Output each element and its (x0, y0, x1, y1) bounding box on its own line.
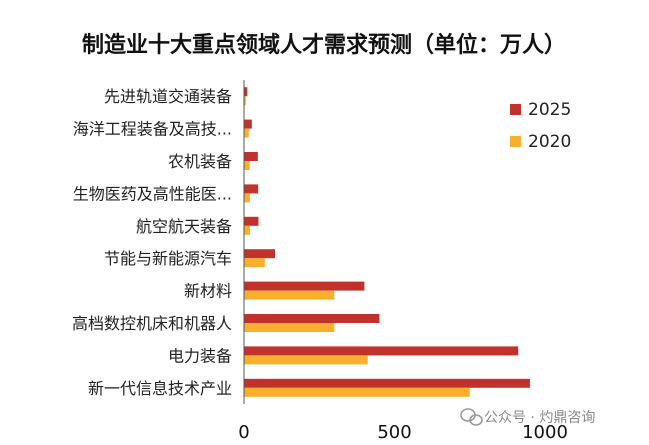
category-label: 节能与新能源汽车 (104, 249, 232, 268)
bar-2025 (244, 119, 252, 129)
category-label: 农机装备 (168, 152, 232, 171)
bar-2020 (244, 323, 335, 332)
bar-2020 (244, 225, 251, 235)
bar-2025 (244, 378, 530, 388)
bar-2025 (244, 314, 380, 323)
category-label: 航空航天装备 (136, 217, 232, 236)
legend-swatch-2020 (510, 136, 521, 147)
chart-title: 制造业十大重点领域人才需求预测（单位：万人） (82, 32, 566, 58)
x-tick-label: 0 (238, 422, 249, 443)
category-label: 海洋工程装备及高技... (73, 120, 232, 139)
legend-label: 2025 (528, 100, 571, 120)
bar-2020 (244, 161, 250, 170)
x-tick-label: 500 (377, 422, 411, 443)
bar-2025 (244, 87, 248, 97)
bar-2020 (244, 96, 246, 106)
bar-2020 (244, 290, 335, 300)
category-label: 高档数控机床和机器人 (72, 314, 232, 333)
legend: 2025 2020 (510, 100, 571, 152)
category-label: 生物医药及高性能医... (73, 184, 232, 203)
bar-2020 (244, 128, 249, 138)
watermark-text: 公众号 · 灼鼎咨询 (484, 410, 595, 426)
category-label: 新一代信息技术产业 (88, 379, 232, 398)
bar-2020 (244, 387, 470, 397)
category-labels: 新一代信息技术产业 电力装备 高档数控机床和机器人 新材料 节能与新能源汽车 航空航天装备… (72, 87, 232, 398)
bar-2020 (244, 258, 265, 268)
legend-swatch-2025 (510, 104, 521, 115)
bar-2025 (244, 249, 276, 259)
category-label: 先进轨道交通装备 (104, 87, 232, 106)
bar-2025 (244, 152, 258, 161)
wechat-icon (460, 408, 483, 426)
bar-2025 (244, 346, 519, 356)
legend-label: 2020 (528, 132, 571, 152)
bars (244, 87, 530, 397)
bar-2020 (244, 355, 368, 365)
bar-2025 (244, 216, 259, 226)
watermark: 公众号 · 灼鼎咨询 (460, 408, 595, 426)
bar-2020 (244, 193, 251, 203)
x-tick-labels: 0 500 1000 (238, 422, 568, 443)
bar-2025 (244, 281, 365, 291)
x-tick-label: 1000 (522, 422, 568, 443)
category-label: 新材料 (184, 282, 232, 301)
bar-2025 (244, 184, 259, 194)
category-label: 电力装备 (168, 346, 232, 365)
